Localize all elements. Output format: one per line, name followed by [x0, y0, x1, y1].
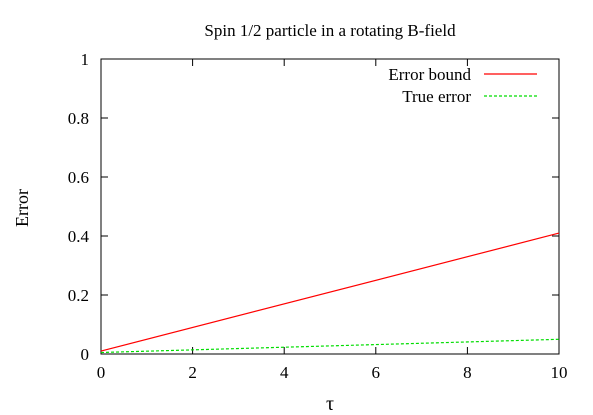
x-tick-label: 8 — [463, 363, 472, 382]
y-tick-label: 1 — [81, 50, 90, 69]
x-tick-label: 2 — [188, 363, 197, 382]
x-tick-label: 10 — [551, 363, 568, 382]
x-tick-label: 4 — [280, 363, 289, 382]
axis-ticks: 0 2 4 6 8 10 0 0.2 0.4 0.6 0.8 1 — [68, 50, 568, 382]
series-line-1 — [100, 338, 560, 354]
x-axis-label: τ — [326, 393, 334, 415]
y-axis-label: Error — [12, 189, 32, 227]
y-tick-label: 0.6 — [68, 168, 89, 187]
y-tick-label: 0.2 — [68, 286, 89, 305]
legend-label: Error bound — [388, 65, 471, 84]
chart-title: Spin 1/2 particle in a rotating B-field — [204, 21, 456, 40]
series-line-0 — [100, 232, 560, 352]
plot-frame — [100, 58, 560, 355]
y-tick-label: 0.4 — [68, 227, 90, 246]
y-tick-label: 0.8 — [68, 109, 89, 128]
series-lines — [100, 232, 560, 354]
legend: Error bound True error — [388, 65, 537, 106]
x-tick-label: 6 — [372, 363, 381, 382]
legend-label: True error — [402, 87, 471, 106]
y-tick-label: 0 — [81, 345, 90, 364]
x-tick-label: 0 — [97, 363, 106, 382]
